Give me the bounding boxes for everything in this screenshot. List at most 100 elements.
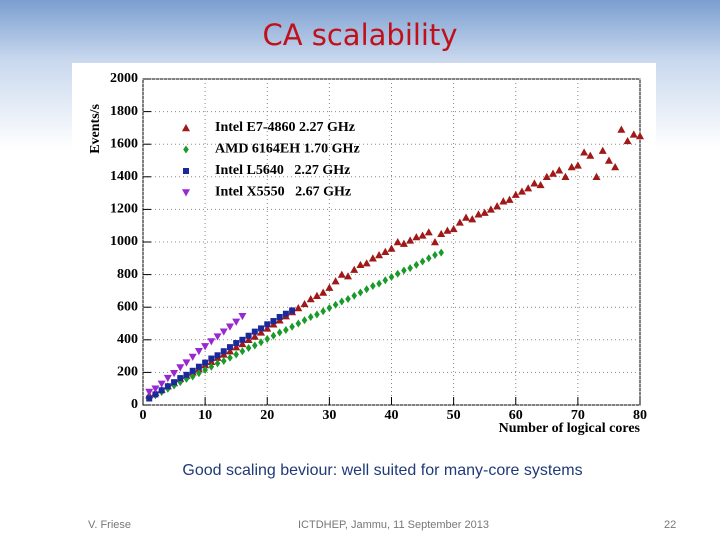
x-tick-label: 80 <box>633 408 647 423</box>
data-point <box>604 156 613 164</box>
x-tick-label: 60 <box>509 408 523 423</box>
data-point <box>381 247 390 255</box>
data-point <box>264 321 271 328</box>
data-point <box>282 310 289 317</box>
data-point <box>225 323 234 331</box>
x-axis-title: Number of logical cores <box>499 421 641 436</box>
data-point <box>617 125 626 133</box>
y-tick-label: 400 <box>117 332 138 347</box>
data-point <box>401 266 407 275</box>
data-point <box>189 372 196 381</box>
data-point <box>238 312 247 321</box>
y-tick-label: 1200 <box>110 202 138 217</box>
data-point <box>307 312 314 321</box>
data-point <box>301 316 308 325</box>
data-point <box>208 362 215 371</box>
data-point <box>536 180 545 189</box>
data-point <box>294 304 303 312</box>
data-point <box>363 285 370 294</box>
data-point <box>394 269 401 278</box>
data-point <box>567 163 576 171</box>
data-point <box>455 218 464 226</box>
data-point <box>194 348 203 356</box>
data-point <box>219 328 228 336</box>
data-point <box>183 374 190 383</box>
data-point <box>592 172 601 180</box>
data-point <box>573 161 582 169</box>
data-point <box>493 202 502 210</box>
data-point <box>226 344 233 351</box>
data-point <box>145 388 154 396</box>
data-point <box>245 332 252 339</box>
data-point <box>432 251 438 260</box>
data-point <box>214 359 221 368</box>
data-point <box>406 236 415 244</box>
data-point <box>283 326 289 335</box>
data-point <box>388 273 395 282</box>
legend-label: AMD 6164EH 1.70 GHz <box>215 142 360 157</box>
data-point <box>337 270 346 278</box>
data-point <box>232 318 241 326</box>
legend-label: Intel X5550 2.67 GHz <box>215 185 351 200</box>
data-point <box>438 248 444 257</box>
data-point <box>183 371 190 378</box>
data-point <box>319 288 328 296</box>
data-point <box>196 369 202 378</box>
data-point <box>430 238 439 246</box>
data-point <box>474 210 483 218</box>
data-point <box>189 367 196 374</box>
data-point <box>345 295 351 304</box>
y-tick-label: 2000 <box>110 71 138 86</box>
data-point <box>239 336 246 343</box>
data-point <box>586 151 595 159</box>
data-point <box>176 364 185 372</box>
data-point <box>276 328 283 337</box>
data-point <box>214 352 221 359</box>
data-point <box>306 295 315 303</box>
data-point <box>227 353 233 362</box>
data-point <box>370 282 376 291</box>
data-point <box>443 226 452 234</box>
data-point <box>232 343 241 351</box>
data-point <box>326 304 333 313</box>
data-point <box>542 172 551 180</box>
data-point <box>331 277 340 285</box>
data-point <box>407 264 413 273</box>
data-point <box>270 318 277 325</box>
legend-marker <box>182 124 190 132</box>
data-point <box>412 233 421 241</box>
y-tick-label: 600 <box>117 299 138 314</box>
data-point <box>413 260 420 269</box>
y-tick-label: 0 <box>131 397 138 412</box>
data-point <box>511 190 520 198</box>
x-tick-label: 20 <box>260 408 274 423</box>
data-point <box>356 260 365 269</box>
page-number: 22 <box>664 519 677 531</box>
legend-label: Intel E7-4860 2.27 GHz <box>215 120 355 135</box>
data-point <box>480 208 489 216</box>
data-point <box>152 391 159 398</box>
data-point <box>245 343 252 352</box>
legend-marker <box>183 145 189 154</box>
data-point <box>208 355 215 362</box>
data-point <box>250 332 259 340</box>
data-point <box>202 359 209 366</box>
data-point <box>300 299 309 308</box>
data-point <box>239 347 246 356</box>
data-point <box>350 265 359 273</box>
y-tick-label: 1800 <box>110 104 138 119</box>
data-point <box>213 333 222 341</box>
data-point <box>289 307 296 314</box>
data-point <box>375 251 384 259</box>
data-point <box>163 374 172 383</box>
data-point <box>399 239 408 247</box>
y-tick-label: 800 <box>117 267 138 282</box>
data-point <box>158 387 165 394</box>
data-point <box>629 130 638 138</box>
y-tick-label: 1000 <box>110 234 138 249</box>
data-point <box>418 231 427 239</box>
data-point <box>393 238 402 246</box>
data-point <box>233 350 239 359</box>
data-point <box>462 213 471 221</box>
